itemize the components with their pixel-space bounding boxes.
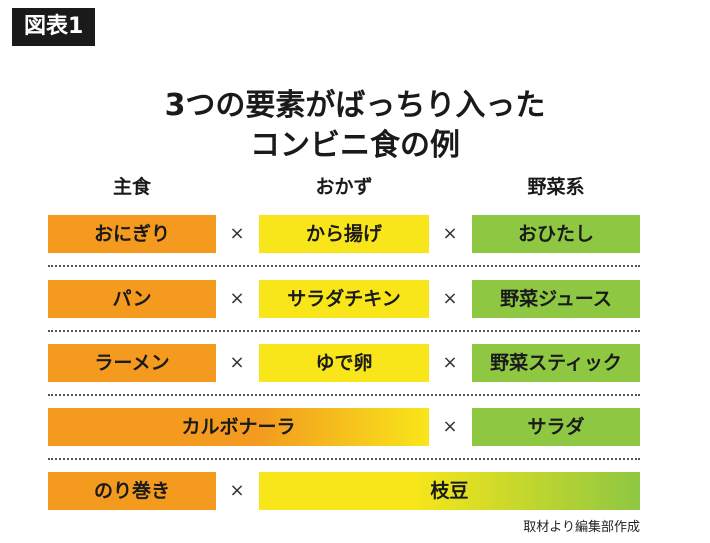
column-header-staple: 主食: [112, 176, 151, 198]
row-3-times-1: ×: [229, 352, 245, 373]
row-separator: [48, 458, 640, 460]
title-line-1: 3つの要素がばっちり入った: [164, 88, 546, 123]
row-3-side: ゆで卵: [259, 344, 429, 382]
row-1-vegetable: おひたし: [472, 215, 640, 253]
row-5-times: ×: [229, 480, 245, 501]
row-separator: [48, 394, 640, 396]
row-5-side-vegetable: 枝豆: [259, 472, 640, 510]
row-3-staple: ラーメン: [48, 344, 216, 382]
row-separator: [48, 330, 640, 332]
row-1-staple: おにぎり: [48, 215, 216, 253]
figure-badge: 図表1: [12, 8, 96, 46]
source-credit: 取材より編集部作成: [523, 520, 640, 535]
row-1-times-2: ×: [442, 223, 458, 244]
row-1-times-1: ×: [229, 223, 245, 244]
row-2-vegetable: 野菜ジュース: [472, 280, 640, 318]
column-header-side: おかず: [315, 176, 373, 198]
row-2-times-1: ×: [229, 288, 245, 309]
row-4-vegetable: サラダ: [472, 408, 640, 446]
row-2-staple: パン: [48, 280, 216, 318]
row-4-staple-side: カルボナーラ: [48, 408, 429, 446]
row-4-times: ×: [442, 416, 458, 437]
row-3-times-2: ×: [442, 352, 458, 373]
title-line-2: コンビニ食の例: [250, 128, 460, 163]
row-1-side: から揚げ: [259, 215, 429, 253]
row-2-side: サラダチキン: [259, 280, 429, 318]
row-2-times-2: ×: [442, 288, 458, 309]
row-5-staple: のり巻き: [48, 472, 216, 510]
row-3-vegetable: 野菜スティック: [472, 344, 640, 382]
column-header-vegetable: 野菜系: [527, 176, 585, 198]
row-separator: [48, 265, 640, 267]
